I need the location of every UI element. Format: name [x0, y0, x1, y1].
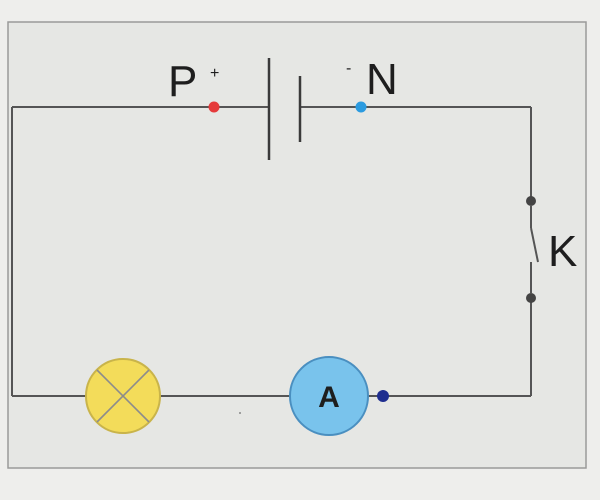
switch-top-terminal	[526, 196, 536, 206]
lamp	[85, 358, 161, 434]
positive-terminal[interactable]	[208, 101, 220, 113]
switch-label: K	[548, 227, 577, 276]
switch[interactable]: K	[526, 196, 577, 303]
negative-terminal[interactable]	[355, 101, 367, 113]
switch-bottom-terminal	[526, 293, 536, 303]
ammeter-label: A	[318, 381, 340, 414]
ammeter: A	[289, 356, 389, 436]
ammeter-terminal[interactable]	[377, 390, 389, 402]
positive-sign: +	[210, 65, 219, 82]
lamp-cross-b	[96, 369, 150, 423]
print-dot	[239, 412, 241, 414]
negative-terminal-label: N	[366, 55, 398, 104]
negative-sign: -	[346, 60, 351, 77]
circuit-wires	[11, 106, 532, 397]
battery: P + - N	[168, 55, 398, 160]
positive-terminal-label: P	[168, 57, 197, 106]
switch-blade	[530, 227, 539, 263]
ammeter-body	[289, 356, 369, 436]
